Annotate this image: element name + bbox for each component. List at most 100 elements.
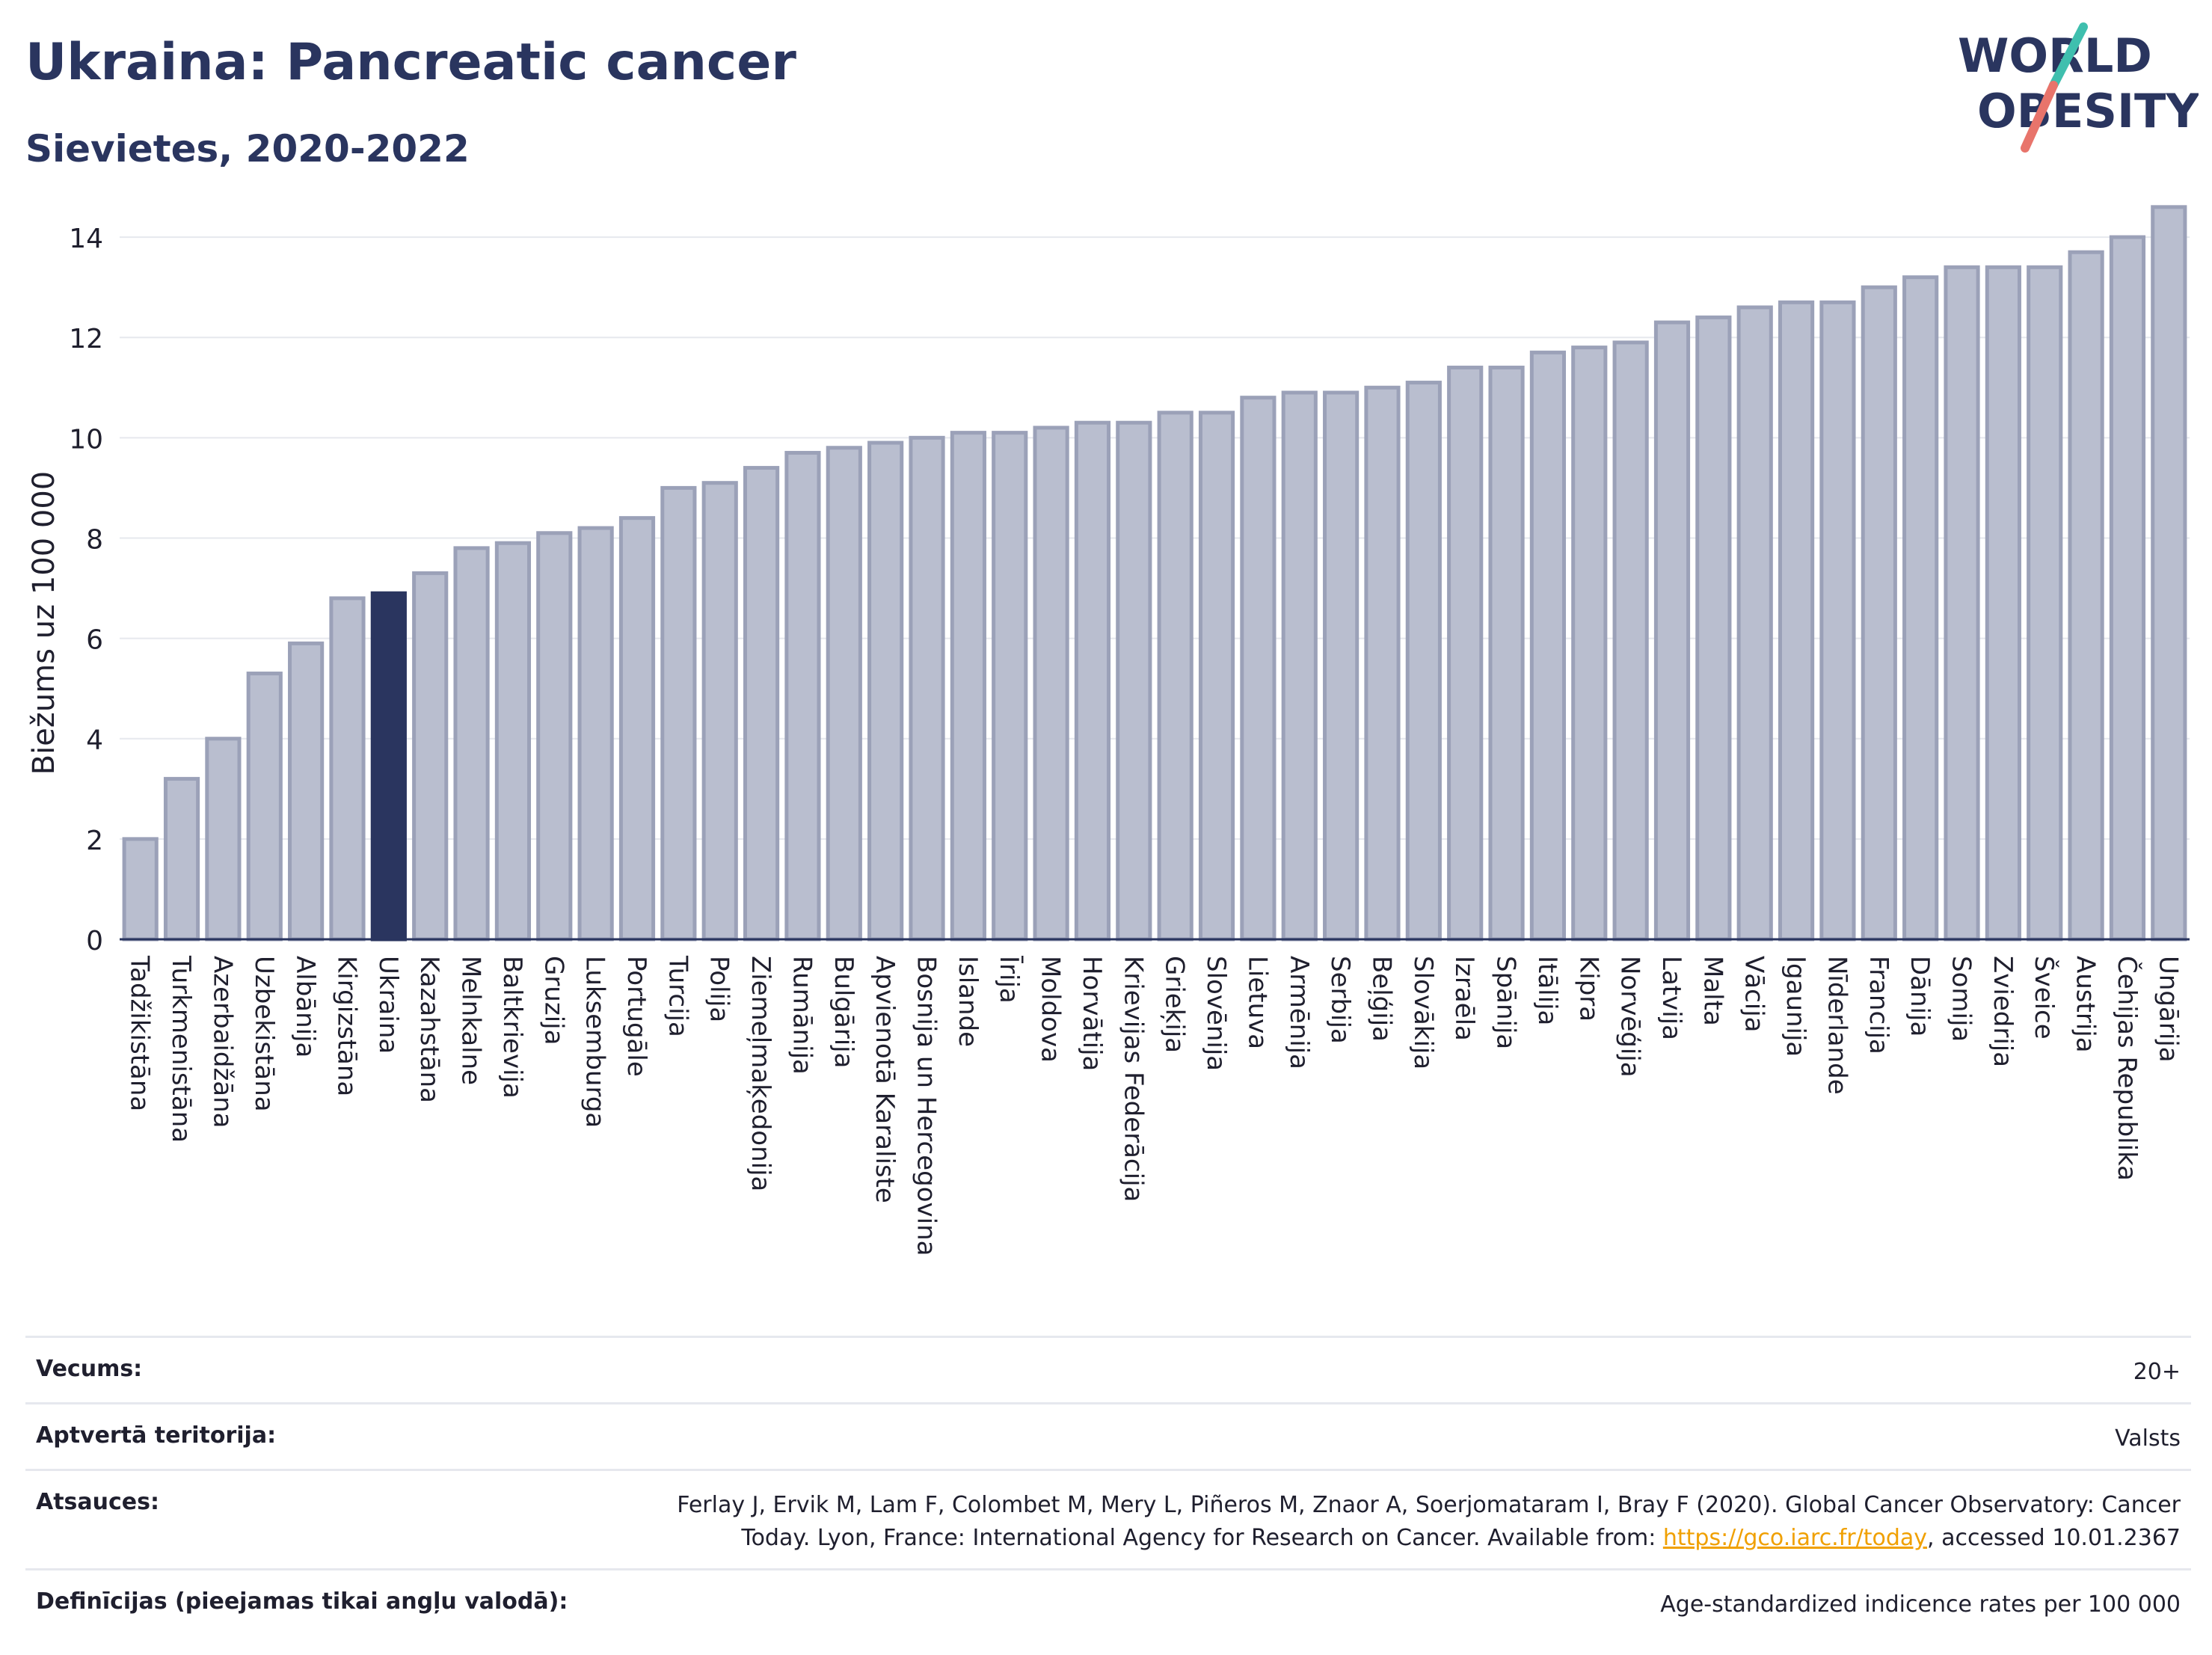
bar-17 xyxy=(826,446,862,942)
x-tick-label: Tadžikistāna xyxy=(125,955,155,1111)
bar-11 xyxy=(577,526,614,942)
bar-32 xyxy=(1447,365,1484,942)
x-tick-label: Krievijas Federācija xyxy=(1118,956,1148,1202)
y-axis-ticks: 0 2 4 6 8 10 12 14 xyxy=(69,224,103,957)
chart-title: Ukraina: Pancreatic cancer xyxy=(25,33,796,92)
bar-39 xyxy=(1736,305,1773,942)
x-axis-labels: Tadžikistāna Turkmenistāna Azerbaidžāna Uzb… xyxy=(125,955,2184,1256)
x-tick-label: Malta xyxy=(1698,956,1727,1026)
info-value-age: 20+ xyxy=(2133,1359,2181,1385)
y-axis-title: Biežums uz 100 000 xyxy=(27,471,61,776)
info-row-age: Vecums: 20+ xyxy=(25,1336,2191,1402)
x-tick-label: Moldova xyxy=(1036,956,1066,1063)
y-tick-label: 4 xyxy=(86,725,103,756)
logo-slash-coral xyxy=(2021,81,2058,153)
x-tick-label: Slovākija xyxy=(1408,956,1438,1069)
x-tick-label: Turcija xyxy=(663,955,692,1037)
bar-7 xyxy=(412,571,449,942)
bar-1 xyxy=(163,776,200,942)
logo-slash-teal xyxy=(2049,22,2088,90)
y-tick-label: 12 xyxy=(69,324,103,354)
bar-38 xyxy=(1695,315,1732,942)
y-tick-label: 14 xyxy=(69,224,103,254)
x-tick-label: Polija xyxy=(704,956,734,1022)
y-tick-label: 6 xyxy=(86,625,103,656)
bar-15 xyxy=(743,466,780,942)
reference-line-2-prefix: Today. Lyon, France: International Agenc… xyxy=(741,1525,1663,1551)
reference-line-1: Ferlay J, Ervik M, Lam F, Colombet M, Me… xyxy=(677,1492,2181,1518)
reference-link[interactable]: https://gco.iarc.fr/today xyxy=(1662,1525,1928,1551)
bar-19 xyxy=(909,435,945,942)
bar-48 xyxy=(2109,235,2146,942)
info-row-definitions: Definīcijas (pieejamas tikai angļu valod… xyxy=(25,1568,2191,1635)
bar-14 xyxy=(701,481,738,942)
bar-35 xyxy=(1571,346,1608,942)
x-tick-label: Nīderlande xyxy=(1822,956,1852,1095)
bar-24 xyxy=(1116,420,1152,942)
info-row-coverage: Aptvertā teritorija: Valsts xyxy=(25,1402,2191,1469)
bar-49 xyxy=(2151,205,2187,942)
bar-45 xyxy=(1985,265,2021,942)
chart-subtitle: Sievietes, 2020-2022 xyxy=(25,127,470,171)
x-tick-label: Īrija xyxy=(994,956,1024,1004)
info-label-age: Vecums: xyxy=(36,1356,143,1382)
x-tick-label: Šveice xyxy=(2029,956,2059,1040)
world-obesity-logo: WORLD OBESITY xyxy=(1958,22,2199,153)
x-tick-label: Norvēģija xyxy=(1615,956,1645,1078)
bar-29 xyxy=(1323,390,1360,942)
bar-22 xyxy=(1033,426,1069,942)
bar-0 xyxy=(122,837,159,942)
bar-23 xyxy=(1074,420,1111,942)
info-label-definitions: Definīcijas (pieejamas tikai angļu valod… xyxy=(36,1588,568,1615)
bar-10 xyxy=(536,531,573,942)
bar-42 xyxy=(1861,285,1897,942)
x-tick-label: Rumānija xyxy=(787,956,817,1075)
x-tick-label: Zviedrija xyxy=(1988,956,2018,1067)
x-tick-label: Apvienotā Karaliste xyxy=(870,956,900,1203)
y-tick-label: 10 xyxy=(69,424,103,455)
x-tick-label: Austrija xyxy=(2071,956,2101,1053)
x-tick-label: Islande xyxy=(953,956,983,1047)
bar-4 xyxy=(288,641,325,942)
bar-34 xyxy=(1529,350,1567,942)
x-tick-label: Vācija xyxy=(1739,956,1769,1033)
x-tick-label: Izraēla xyxy=(1449,956,1479,1041)
bar-26 xyxy=(1198,411,1235,942)
info-value-references: Ferlay J, Ervik M, Lam F, Colombet M, Me… xyxy=(677,1489,2181,1555)
x-tick-label: Beļģija xyxy=(1366,956,1396,1042)
bar-8 xyxy=(453,546,490,942)
y-tick-label: 2 xyxy=(86,826,103,856)
x-tick-label: Kirgizstāna xyxy=(331,956,361,1096)
bar-37 xyxy=(1653,320,1691,942)
x-tick-label: Baltkrievija xyxy=(497,956,527,1099)
bar-21 xyxy=(992,431,1028,942)
bar-43 xyxy=(1902,275,1939,942)
bar-18 xyxy=(867,440,904,942)
x-tick-label: Somija xyxy=(1947,956,1976,1042)
x-tick-label: Kazahstāna xyxy=(414,956,444,1103)
x-tick-label: Igaunija xyxy=(1781,956,1810,1057)
bar-41 xyxy=(1819,300,1856,942)
info-label-coverage: Aptvertā teritorija: xyxy=(36,1422,277,1449)
x-tick-label: Ziemeļmaķedonija xyxy=(746,956,775,1191)
bar-6 xyxy=(370,591,407,942)
info-value-definitions: Age-standardized indicence rates per 100… xyxy=(1660,1591,2181,1618)
x-tick-label: Latvija xyxy=(1656,956,1686,1040)
x-tick-label: Uzbekistāna xyxy=(249,956,279,1112)
bar-30 xyxy=(1364,385,1401,942)
x-tick-label: Azerbaidžāna xyxy=(207,956,237,1129)
x-tick-label: Grieķija xyxy=(1160,956,1190,1053)
bar-16 xyxy=(784,450,821,942)
x-tick-label: Itālija xyxy=(1532,956,1562,1025)
bar-5 xyxy=(329,596,366,942)
x-tick-label: Albānija xyxy=(290,956,320,1057)
x-tick-label: Slovēnija xyxy=(1201,956,1231,1071)
y-tick-label: 0 xyxy=(86,926,103,957)
bar-36 xyxy=(1612,340,1649,942)
bar-3 xyxy=(246,672,283,942)
info-row-references: Atsauces: Ferlay J, Ervik M, Lam F, Colo… xyxy=(25,1469,2191,1568)
reference-line-2-suffix: , accessed 10.01.2367 xyxy=(1927,1525,2181,1551)
x-tick-label: Bulgārija xyxy=(829,956,858,1068)
y-tick-label: 8 xyxy=(86,524,103,555)
bar-chart: 0 2 4 6 8 10 12 14 Tadžikistāna Turkmenistāna Aze… xyxy=(27,205,2190,1256)
